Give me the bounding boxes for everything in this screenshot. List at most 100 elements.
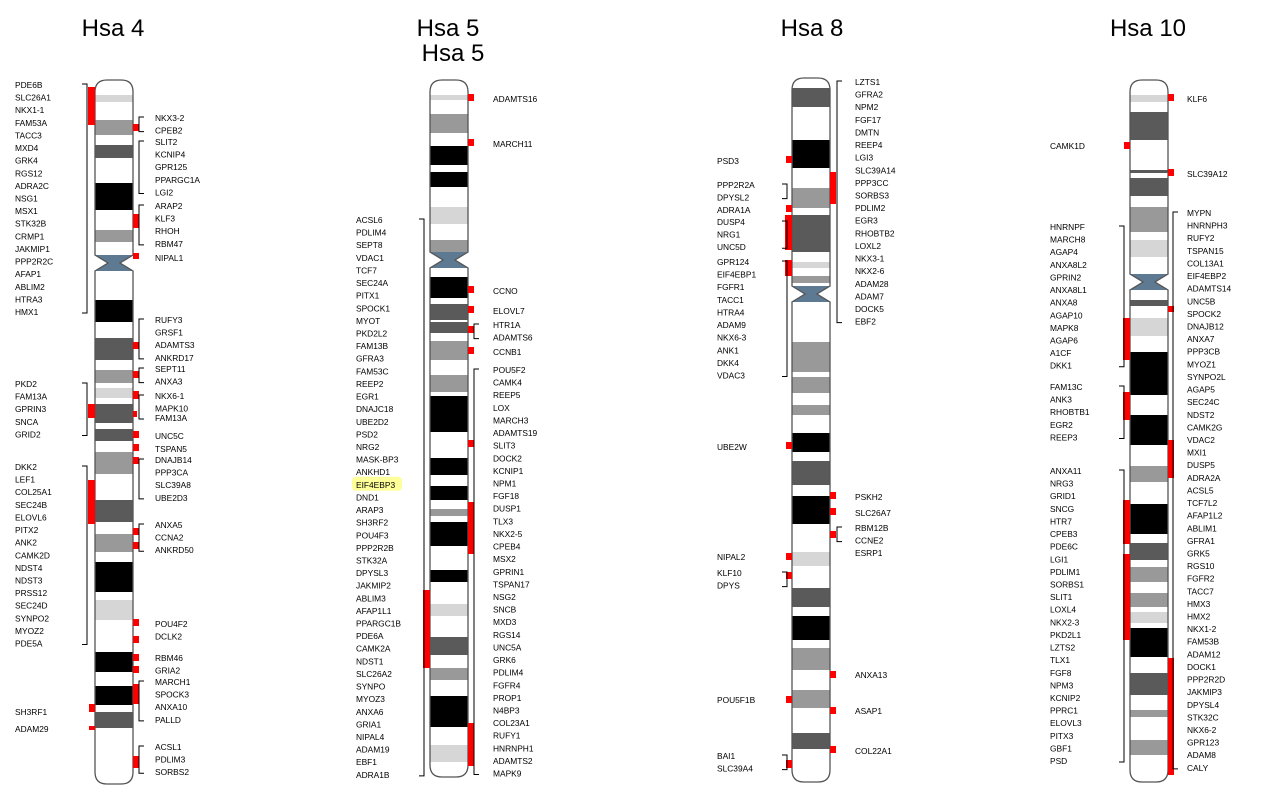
gene-label: POU4F3 [356, 530, 389, 540]
marker-hsa4-12 [88, 480, 95, 524]
gene-label: SH3RF2 [356, 518, 388, 528]
gene-label: REEP3 [1050, 432, 1078, 442]
marker-hsa10-8 [1123, 554, 1130, 640]
band-hsa4-9 [95, 404, 133, 423]
centromere-hsa10 [1130, 274, 1168, 290]
band-hsa5-5 [430, 240, 468, 254]
band-hsa10-9 [1130, 415, 1168, 445]
gene-label: NDST4 [15, 563, 43, 573]
gene-label: PKD2L2 [356, 328, 388, 338]
gene-label: SPOCK3 [155, 690, 189, 700]
gene-label: NKX1-1 [15, 105, 45, 115]
bracket-hsa4-7 [138, 367, 144, 384]
gene-label: MYOT [356, 316, 380, 326]
gene-label: ANK1 [717, 345, 739, 355]
gene-label: CCNO [493, 286, 518, 296]
marker-hsa5-2 [468, 286, 474, 293]
bracket-hsa4-11 [138, 680, 144, 722]
gene-label: STK32C [1187, 712, 1219, 722]
band-hsa10-4 [1130, 207, 1168, 232]
chromosome-title-hsa10: Hsa 10 [1110, 15, 1186, 42]
gene-label: KCNIP2 [1050, 693, 1081, 703]
centromere-hsa5 [430, 252, 468, 268]
gene-label: ABLIM3 [356, 593, 386, 603]
chromosome-outline-hsa8 [791, 77, 831, 783]
band-hsa8-1 [792, 140, 830, 168]
gene-label: ACSL5 [1187, 485, 1214, 495]
gene-label: PALLD [155, 715, 181, 725]
gene-label: NPM1 [493, 478, 517, 488]
gene-label: COL25A1 [15, 487, 52, 497]
gene-label: MAPK9 [493, 769, 522, 779]
band-hsa5-16 [430, 570, 468, 582]
gene-label: SEC24A [356, 278, 389, 288]
band-hsa4-12 [95, 500, 133, 522]
gene-label: UBE2D2 [356, 417, 389, 427]
gene-label: AGAP5 [1187, 385, 1215, 395]
gene-label: AFAP1L2 [1187, 511, 1223, 521]
gene-label: HTRA3 [15, 294, 43, 304]
gene-label: PITX3 [1050, 731, 1074, 741]
bracket-hsa8-0 [782, 183, 788, 200]
gene-label: SLC39A8 [155, 480, 191, 490]
bracket-hsa10-2 [1119, 469, 1125, 763]
chromosome-hsa5 [423, 79, 474, 778]
gene-label: MYOZ2 [15, 626, 44, 636]
chromosome-title-hsa5-second: Hsa 5 [422, 40, 485, 67]
bracket-hsa8-5 [836, 80, 842, 324]
gene-label: FGFR4 [493, 680, 521, 690]
gene-label: NKX2-5 [493, 529, 523, 539]
gene-label: HMX1 [15, 307, 39, 317]
band-hsa8-3 [792, 215, 830, 252]
band-hsa10-17 [1130, 673, 1168, 695]
marker-hsa8-7 [830, 508, 836, 515]
gene-label: FAM53A [15, 118, 48, 128]
gene-label: LGI1 [1050, 554, 1068, 564]
gene-label: ANXA8L2 [1050, 260, 1087, 270]
band-hsa8-8 [792, 377, 830, 393]
band-hsa4-16 [95, 652, 133, 672]
gene-label: LGI2 [155, 187, 173, 197]
gene-label: LOX [493, 403, 510, 413]
gene-label: NRG3 [1050, 479, 1074, 489]
band-hsa4-6 [95, 338, 133, 360]
gene-label: HTR7 [1050, 516, 1072, 526]
gene-label: CCNA2 [155, 533, 184, 543]
gene-label: GBF1 [1050, 743, 1072, 753]
marker-hsa8-9 [786, 553, 792, 560]
gene-label: NSG2 [493, 592, 516, 602]
gene-label: ANK2 [15, 538, 37, 548]
band-hsa8-11 [792, 461, 830, 485]
gene-label: SEPT8 [356, 240, 383, 250]
bracket-hsa4-1 [82, 382, 88, 436]
band-hsa8-13 [792, 552, 830, 566]
band-hsa10-5 [1130, 240, 1168, 257]
band-hsa5-10 [430, 375, 468, 392]
gene-label: DKK2 [15, 462, 37, 472]
gene-label: EIF4EBP2 [1187, 271, 1226, 281]
gene-label: NKX3-2 [155, 113, 185, 123]
gene-label: FAM13A [155, 413, 188, 423]
marker-hsa4-22 [133, 756, 139, 768]
gene-label: GPRIN1 [493, 567, 525, 577]
gene-label: PDLIM1 [1050, 567, 1081, 577]
marker-hsa10-4 [1123, 318, 1130, 360]
gene-label: FGF18 [493, 491, 519, 501]
band-hsa8-2 [792, 188, 830, 208]
gene-label: COL13A1 [1187, 258, 1224, 268]
gene-label: AGAP6 [1050, 335, 1078, 345]
gene-label: DPYSL2 [717, 193, 749, 203]
marker-hsa4-14 [133, 542, 139, 549]
gene-label: NRG2 [356, 442, 380, 452]
gene-label: PPP3CB [1187, 347, 1220, 357]
gene-label: ADAMTS2 [493, 756, 533, 766]
gene-label: SLC39A12 [1187, 169, 1228, 179]
band-hsa5-9 [430, 341, 468, 360]
gene-label: PKD2 [15, 379, 37, 389]
gene-label: PSD [1050, 756, 1067, 766]
band-hsa10-1 [1130, 112, 1168, 140]
band-hsa5-20 [430, 696, 468, 727]
chromosome-hsa10 [1123, 79, 1174, 783]
gene-label: FGF17 [855, 115, 881, 125]
